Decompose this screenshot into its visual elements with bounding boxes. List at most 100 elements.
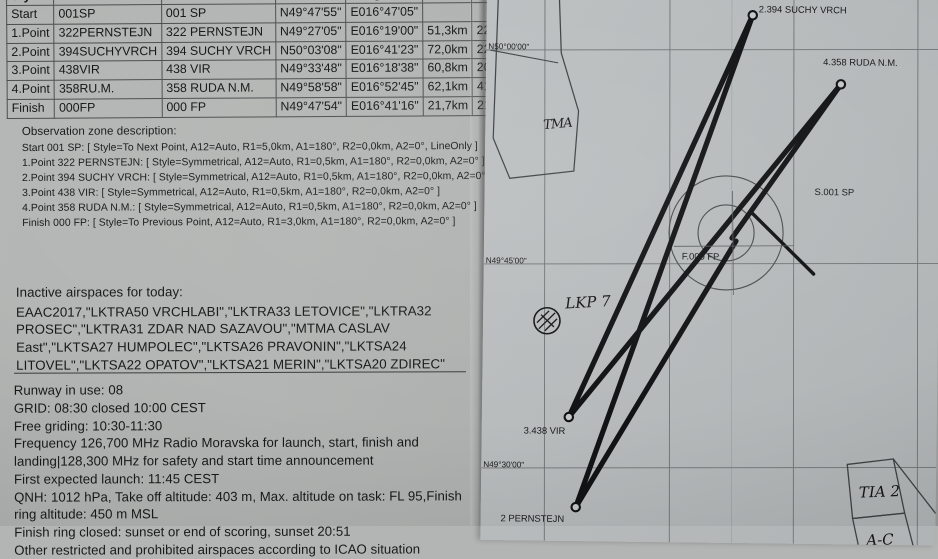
- briefing-line-runway: Runway in use: 08: [13, 382, 124, 398]
- turnpoint-markers: [563, 9, 847, 513]
- inactive-airspaces-title: Inactive airspaces for today:: [15, 284, 183, 300]
- airspace-edge-line: [490, 49, 559, 64]
- cell-distance: [422, 2, 473, 22]
- turnpoint-marker-vir: [563, 411, 575, 423]
- cell-longitude: E016°41'23": [346, 40, 423, 60]
- cell-latitude: N49°47'54": [275, 97, 347, 117]
- cell-code: 001SP: [53, 4, 162, 25]
- cell-points: 000 FP: [161, 97, 277, 118]
- latitude-gridlines: [481, 49, 938, 469]
- cell-points-text: 394 SUCHY VRCH: [166, 42, 272, 58]
- cell-points: 358 RUDA N.M.: [161, 78, 276, 99]
- airfield-icon: [533, 306, 561, 335]
- cell-code-text: 001SP: [58, 6, 96, 21]
- briefing-section: Runway in use: 08 GRID: 08:30 closed 10:…: [14, 380, 477, 559]
- cell-style: 1.Point: [6, 24, 55, 44]
- task-leg-pernstejn-suchyvrch: [573, 12, 756, 510]
- observation-zone-line: 2.Point 394 SUCHY VRCH: [ Style=Symmetri…: [21, 170, 492, 184]
- map-subgrid: [730, 0, 733, 544]
- cell-style: Finish: [7, 98, 55, 119]
- cell-distance: 60,8km: [422, 58, 473, 79]
- handwritten-note-lkp7: LKP 7: [564, 291, 612, 313]
- briefing-line-finishring: Finish ring closed: sunset or end of sco…: [14, 523, 351, 540]
- cell-longitude: E016°41'16": [346, 96, 424, 116]
- latitude-line-n49-45: [483, 263, 938, 265]
- cell-code: 358RU.M.: [54, 79, 162, 99]
- turnpoint-label-pernstejn: 2 PERNSTEJN: [500, 512, 565, 524]
- start-line-guide: [673, 191, 794, 296]
- cell-longitude: E016°47'05": [345, 3, 423, 23]
- turnpoint-label-ruda: 4.358 RUDA N.M.: [823, 56, 898, 69]
- cell-code: 394SUCHYVRCH: [54, 42, 162, 62]
- cell-code-text: 394SUCHYVRCH: [58, 43, 158, 59]
- cell-points: 438 VIR: [161, 60, 276, 80]
- turnpoint-marker-ruda: [835, 79, 847, 90]
- cell-longitude: E016°52'45": [346, 78, 424, 98]
- turnpoint-label-vir: 3.438 VIR: [523, 424, 566, 436]
- cell-code-text: 358RU.M.: [58, 81, 115, 96]
- turnpoint-label-suchyvrch: 2.394 SUCHY VRCH: [758, 3, 847, 16]
- longitude-line-1: [543, 0, 546, 541]
- task-leg-start-pernstejn: [573, 238, 739, 510]
- cell-code: 438VIR: [54, 60, 162, 81]
- cell-points: 001 SP: [161, 3, 276, 24]
- cell-code: 000FP: [54, 98, 163, 118]
- cell-longitude: E016°18'38": [346, 59, 424, 79]
- latitude-line-n50-00: [486, 49, 938, 51]
- waypoint-table: Style Code Points Latitude Longitude Dis…: [6, 0, 508, 119]
- briefing-line-grid: GRID: 08:30 closed 10:00 CEST: [13, 399, 206, 416]
- cell-code: 322PERNSTEJN: [54, 23, 162, 43]
- task-document-sheet: Style Code Points Latitude Longitude Dis…: [0, 0, 508, 557]
- task-leg-ruda-finish: [729, 81, 844, 241]
- observation-zone-line: Finish 000 FP: [ Style=To Previous Point…: [22, 215, 456, 229]
- cell-points: 322 PERNSTEJN: [161, 22, 276, 43]
- cell-distance: 72,0km: [422, 40, 473, 60]
- briefing-line-griding: Free griding: 10:30-11:30: [13, 417, 163, 434]
- cell-distance: 21,7km: [423, 96, 473, 116]
- cell-latitude: N49°33'48": [275, 59, 347, 79]
- task-leg-vir-ruda: [566, 81, 844, 420]
- task-leg-suchyvrch-vir: [566, 12, 756, 420]
- handwritten-note-tma: TMA: [542, 115, 573, 134]
- task-map-drawing: [481, 0, 938, 546]
- cell-distance: 51,3km: [422, 21, 473, 41]
- briefing-line-other: Other restricted and prohibited airspace…: [14, 541, 421, 558]
- cell-latitude: N49°47'55": [275, 3, 347, 23]
- cell-style: 3.Point: [6, 61, 55, 81]
- longitude-gridlines: [543, 0, 919, 546]
- latitude-label-n49-45: N49°45'00": [485, 256, 527, 266]
- finish-point-label: F.000 FP: [681, 250, 720, 262]
- cell-style: Start: [6, 5, 55, 25]
- observation-zone-line: Start 001 SP: [ Style=To Next Point, A12…: [21, 140, 478, 154]
- briefing-line-frequency: Frequency 126,700 MHz Radio Moravska for…: [13, 434, 419, 469]
- page-edge-highlight: [470, 0, 475, 526]
- latitude-label-n50-00: N50°00'00": [488, 42, 530, 52]
- observation-zone-section: Observation zone description: Start 001 …: [21, 122, 492, 231]
- inactive-airspaces-section: Inactive airspaces for today: EAAC2017,"…: [16, 282, 468, 374]
- airspace-polygon-ac: [851, 512, 917, 546]
- cell-latitude: N49°58'58": [275, 78, 347, 98]
- start-point-label: S.001 SP: [814, 186, 855, 198]
- cell-latitude: N50°03'08": [275, 41, 347, 61]
- finish-ring-outer: [668, 175, 784, 291]
- cell-points: 394 SUCHY VRCH: [161, 41, 276, 61]
- observation-zone-line: 1.Point 322 PERNSTEJN: [ Style=Symmetric…: [21, 155, 485, 169]
- turnpoint-marker-suchyvrch: [747, 9, 758, 21]
- longitude-line-4: [916, 0, 919, 546]
- handwritten-note-ac: A-C: [865, 530, 895, 546]
- cell-code-text: 322PERNSTEJN: [58, 24, 153, 40]
- table-row: Finish 000FP 000 FP N49°47'54" E016°41'1…: [7, 96, 508, 119]
- cell-code-text: 438VIR: [58, 62, 100, 77]
- inactive-airspaces-body: EAAC2017,"LKTRA50 VRCHLABI","LKTRA33 LET…: [15, 303, 445, 373]
- task-legs: [566, 12, 844, 510]
- airspace-polygon-tma: [492, 0, 580, 179]
- cell-code-text: 000FP: [58, 100, 96, 115]
- airspace-polygon-tia2: [846, 458, 937, 546]
- task-map-sheet: 2.394 SUCHY VRCH 4.358 RUDA N.M. 3.438 V…: [480, 0, 938, 546]
- latitude-label-n49-30: N49°30'00": [483, 459, 525, 470]
- handwritten-note-tia2: TIA 2: [858, 482, 901, 502]
- cell-latitude: N49°27'05": [275, 22, 347, 42]
- cell-longitude: E016°19'00": [346, 21, 423, 42]
- cell-style: 2.Point: [6, 42, 55, 62]
